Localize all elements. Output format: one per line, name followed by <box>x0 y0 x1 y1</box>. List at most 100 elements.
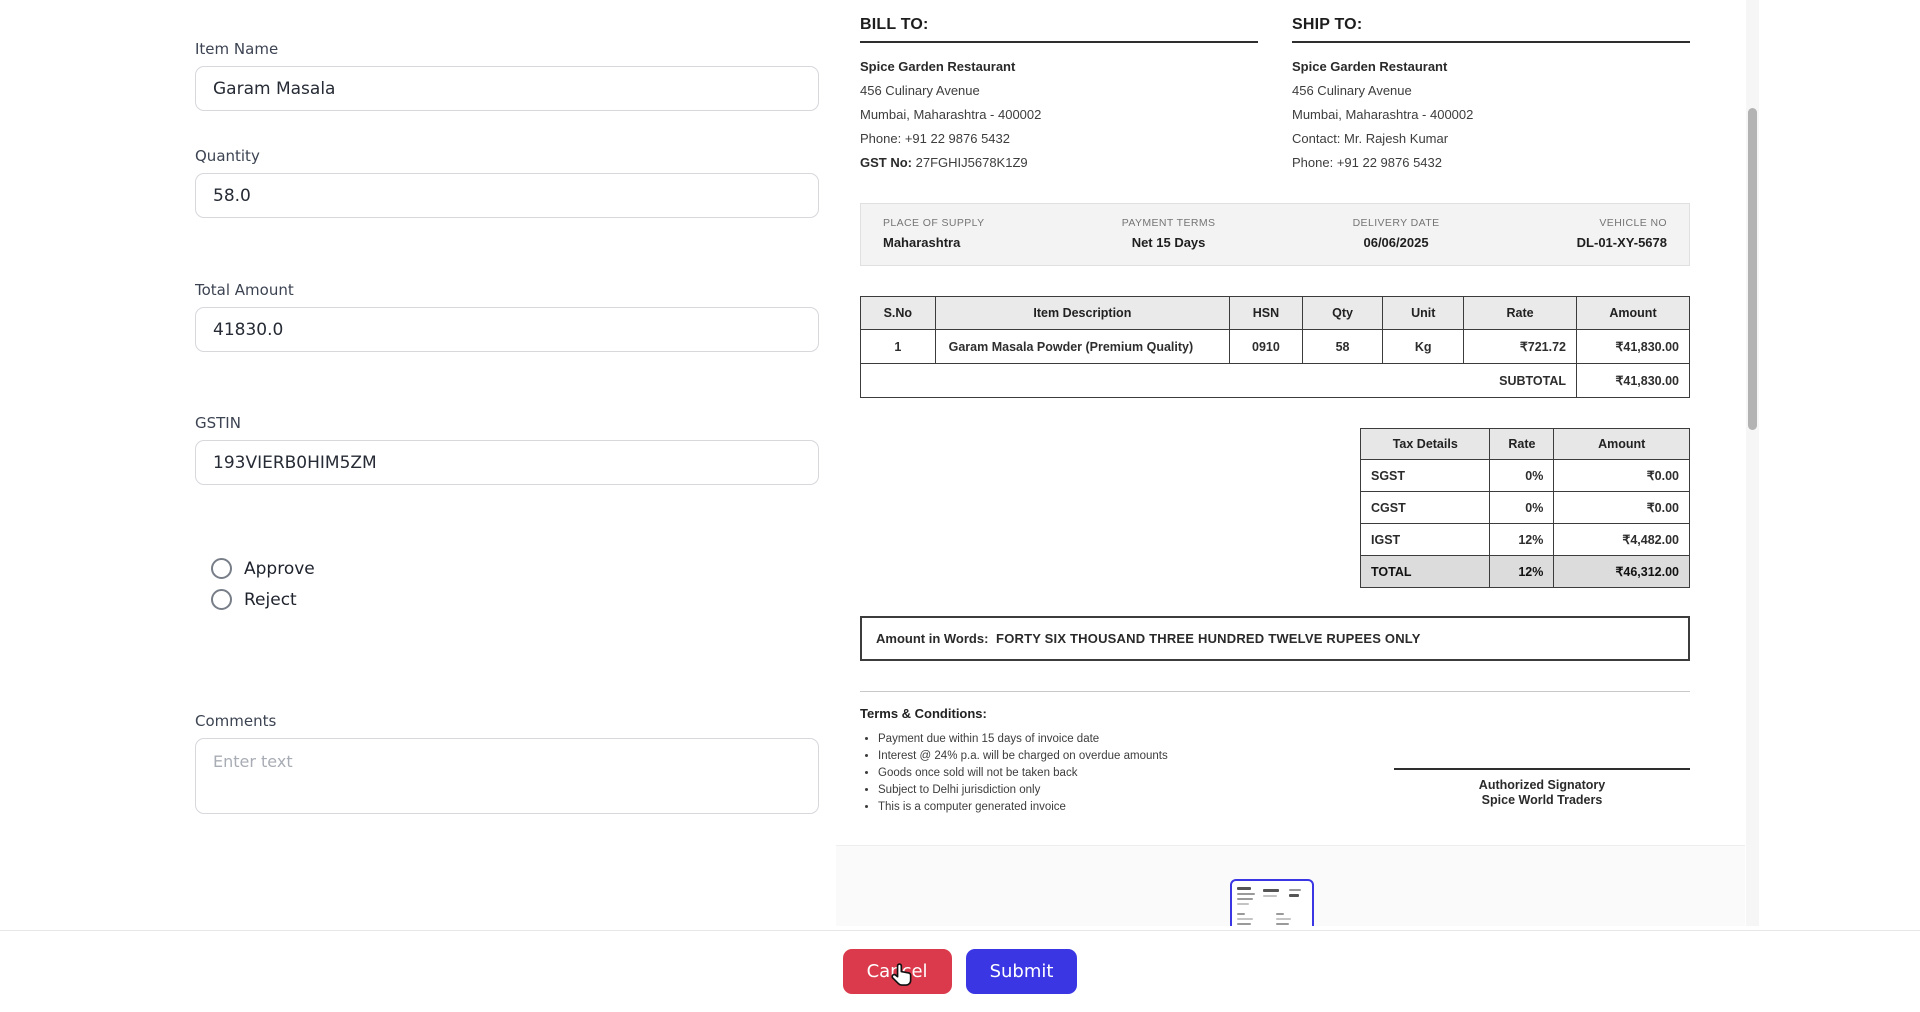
bill-to-heading: BILL TO: <box>860 16 1258 43</box>
bill-to-block: BILL TO: Spice Garden Restaurant 456 Cul… <box>860 16 1258 175</box>
pdf-thumbnail-strip <box>836 845 1745 926</box>
col-amount: Amount <box>1576 296 1690 330</box>
ship-to-address2: Mumbai, Maharashtra - 400002 <box>1292 107 1474 122</box>
approve-radio-label: Approve <box>244 558 315 579</box>
invoice-scrollbar-track[interactable] <box>1746 0 1759 926</box>
bill-to-address1: 456 Culinary Avenue <box>860 83 980 98</box>
col-sno: S.No <box>860 296 936 330</box>
comments-textarea[interactable] <box>195 738 819 814</box>
field-group-item-name: Item Name <box>195 40 819 111</box>
amount-in-words-label: Amount in Words: <box>876 631 989 646</box>
igst-amount: ₹4,482.00 <box>1553 523 1690 556</box>
subtotal-label: SUBTOTAL <box>859 363 1577 398</box>
col-rate: Rate <box>1463 296 1578 330</box>
ship-to-address1: 456 Culinary Avenue <box>1292 83 1412 98</box>
invoice-document: BILL TO: Spice Garden Restaurant 456 Cul… <box>859 0 1690 845</box>
invoice-preview-panel: BILL TO: Spice Garden Restaurant 456 Cul… <box>836 0 1759 926</box>
invoice-scrollbar-thumb[interactable] <box>1748 108 1757 430</box>
terms-item: Interest @ 24% p.a. will be charged on o… <box>878 748 1380 765</box>
ship-to-name: Spice Garden Restaurant <box>1292 59 1448 74</box>
item-description: Garam Masala Powder (Premium Quality) <box>934 329 1231 364</box>
terms-item: Subject to Delhi jurisdiction only <box>878 782 1380 799</box>
field-group-gstin: GSTIN <box>195 414 819 485</box>
decision-radio-group: Approve Reject <box>211 558 835 620</box>
igst-row: IGST 12% ₹4,482.00 <box>1359 523 1690 556</box>
payment-terms-label: PAYMENT TERMS <box>1121 217 1216 229</box>
tax-total-row: TOTAL 12% ₹46,312.00 <box>1359 555 1690 588</box>
supply-info-bar: PLACE OF SUPPLY Maharashtra PAYMENT TERM… <box>860 203 1690 266</box>
tax-col-amount: Amount <box>1553 428 1690 460</box>
reject-radio-label: Reject <box>244 589 297 610</box>
gstin-label: GSTIN <box>195 414 241 432</box>
subtotal-row: SUBTOTAL ₹41,830.00 <box>859 363 1690 398</box>
item-amount: ₹41,830.00 <box>1576 329 1690 364</box>
total-amount-input[interactable] <box>195 307 819 352</box>
item-name-input[interactable] <box>195 66 819 111</box>
terms-item: This is a computer generated invoice <box>878 799 1380 816</box>
field-group-quantity: Quantity <box>195 147 819 218</box>
payment-terms-cell: PAYMENT TERMS Net 15 Days <box>1122 217 1216 250</box>
item-name-label: Item Name <box>195 40 279 58</box>
terms-heading: Terms & Conditions: <box>860 706 987 721</box>
bill-to-gst: GST No: 27FGHIJ5678K1Z9 <box>860 151 1258 175</box>
item-sno: 1 <box>860 329 936 364</box>
sgst-label: SGST <box>1359 459 1491 492</box>
tax-col-details: Tax Details <box>1359 428 1491 460</box>
tax-header-row: Tax Details Rate Amount <box>1359 428 1690 460</box>
tax-col-rate: Rate <box>1489 428 1555 460</box>
item-qty: 58 <box>1301 329 1384 364</box>
gstin-input[interactable] <box>195 440 819 485</box>
terms-item: Goods once sold will not be taken back <box>878 765 1380 782</box>
col-qty: Qty <box>1301 296 1384 330</box>
delivery-date-value: 06/06/2025 <box>1363 235 1429 250</box>
terms-item: Payment due within 15 days of invoice da… <box>878 731 1380 748</box>
quantity-input[interactable] <box>195 173 819 218</box>
bill-to-phone: Phone: +91 22 9876 5432 <box>860 131 1011 146</box>
tax-total-rate: 12% <box>1489 555 1555 588</box>
page-thumbnail[interactable] <box>1230 879 1314 926</box>
payment-terms-value: Net 15 Days <box>1131 235 1206 250</box>
approve-radio[interactable] <box>211 558 232 579</box>
cgst-label: CGST <box>1359 491 1491 524</box>
col-hsn: HSN <box>1229 296 1303 330</box>
terms-divider <box>860 691 1690 692</box>
subtotal-value: ₹41,830.00 <box>1576 363 1690 398</box>
tax-total-amount: ₹46,312.00 <box>1553 555 1690 588</box>
comments-label: Comments <box>195 712 277 730</box>
item-unit: Kg <box>1382 329 1465 364</box>
bill-to-name: Spice Garden Restaurant <box>860 59 1016 74</box>
field-group-comments: Comments <box>195 712 819 818</box>
vehicle-no-cell: VEHICLE NO DL-01-XY-5678 <box>1577 217 1667 250</box>
approve-option-row: Approve <box>211 558 835 579</box>
ship-to-phone: Phone: +91 22 9876 5432 <box>1292 155 1443 170</box>
bill-to-gst-label: GST No: <box>860 155 912 170</box>
invoice-parties: BILL TO: Spice Garden Restaurant 456 Cul… <box>860 0 1690 175</box>
reject-radio[interactable] <box>211 589 232 610</box>
bill-to-gst-value: 27FGHIJ5678K1Z9 <box>912 155 1028 170</box>
item-rate: ₹721.72 <box>1463 329 1578 364</box>
signatory-line2: Spice World Traders <box>1481 793 1603 807</box>
igst-label: IGST <box>1359 523 1491 556</box>
sgst-row: SGST 0% ₹0.00 <box>1359 459 1690 492</box>
ship-to-block: SHIP TO: Spice Garden Restaurant 456 Cul… <box>1292 16 1690 175</box>
sgst-rate: 0% <box>1489 459 1555 492</box>
col-unit: Unit <box>1382 296 1465 330</box>
field-group-total-amount: Total Amount <box>195 281 819 352</box>
action-footer: Cancel Submit <box>0 930 1920 1012</box>
amount-in-words-value: FORTY SIX THOUSAND THREE HUNDRED TWELVE … <box>996 631 1421 646</box>
line-items-table: S.No Item Description HSN Qty Unit Rate … <box>859 296 1690 398</box>
cancel-button[interactable]: Cancel <box>842 949 952 994</box>
place-of-supply-cell: PLACE OF SUPPLY Maharashtra <box>883 217 985 250</box>
cgst-rate: 0% <box>1489 491 1555 524</box>
quantity-label: Quantity <box>195 147 260 165</box>
col-description: Item Description <box>934 296 1231 330</box>
sgst-amount: ₹0.00 <box>1553 459 1690 492</box>
tax-details-table: Tax Details Rate Amount SGST 0% ₹0.00 CG… <box>1359 428 1690 588</box>
submit-button[interactable]: Submit <box>965 949 1078 994</box>
item-row: 1 Garam Masala Powder (Premium Quality) … <box>860 329 1690 364</box>
terms-list: Payment due within 15 days of invoice da… <box>878 731 1380 816</box>
ship-to-contact: Contact: Mr. Rajesh Kumar <box>1292 131 1449 146</box>
delivery-date-label: DELIVERY DATE <box>1352 217 1440 229</box>
vehicle-no-value: DL-01-XY-5678 <box>1576 235 1667 250</box>
